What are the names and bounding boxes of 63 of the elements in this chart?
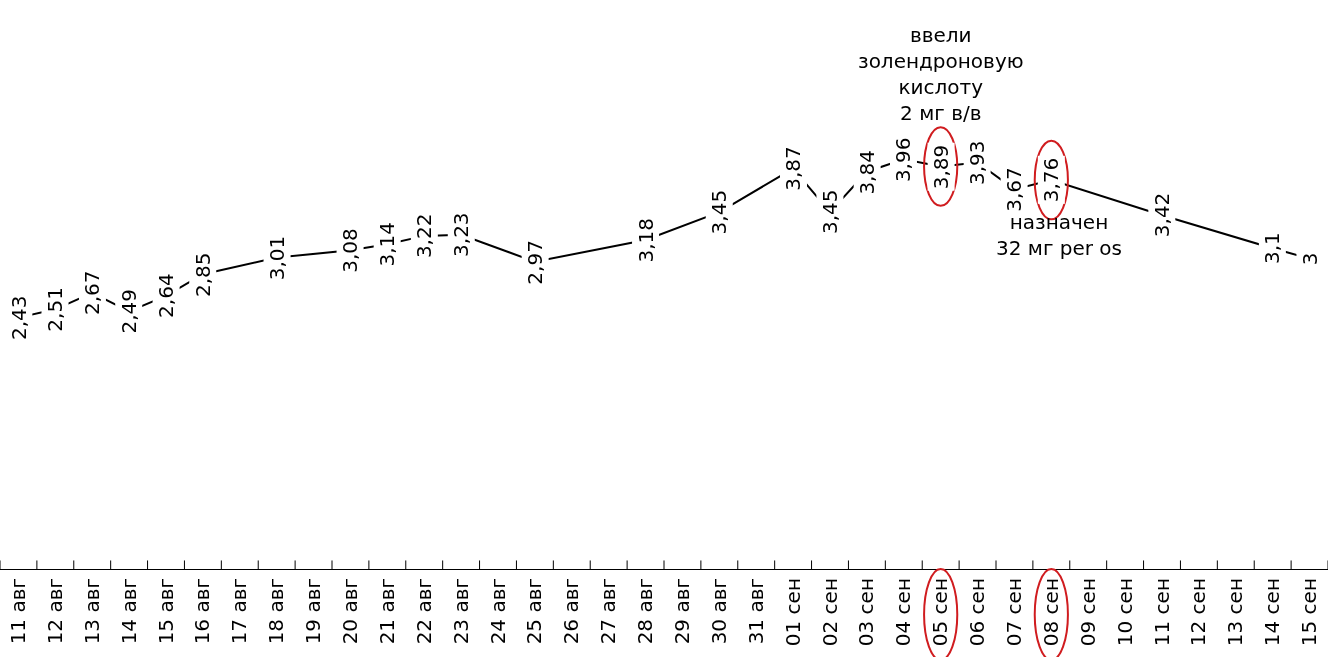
x-tick-label: 15 авг: [153, 578, 178, 645]
x-tick-label: 16 авг: [190, 578, 215, 645]
data-label: 3,87: [781, 146, 806, 191]
x-tick-label: 25 авг: [522, 578, 547, 645]
annotation: ввели золендроновую кислоту 2 мг в/в: [858, 23, 1024, 125]
data-label: 2,51: [43, 287, 67, 332]
data-label: 3,67: [1002, 167, 1027, 212]
x-tick-label: 10 сен: [1112, 578, 1137, 647]
x-tick-label: 22 авг: [411, 578, 436, 645]
x-tick-label: 18 авг: [264, 578, 289, 645]
data-label: 2,49: [116, 288, 141, 334]
x-tick-label: 03 сен: [854, 578, 879, 647]
data-label: 3,22: [412, 213, 437, 259]
x-tick-label: 27 авг: [596, 578, 621, 645]
x-tick-label: 14 авг: [116, 578, 141, 645]
x-tick-label: 24 авг: [485, 578, 510, 645]
data-label: 2,97: [523, 240, 548, 285]
x-tick-label: 09 сен: [1075, 578, 1100, 647]
x-tick-label: 30 авг: [706, 578, 731, 645]
data-label: 3,08: [338, 228, 363, 273]
data-label: 3,76: [1039, 157, 1064, 203]
x-tick-label: 02 сен: [817, 578, 842, 647]
x-tick-label: 23 авг: [448, 578, 473, 645]
data-label: 3: [1297, 252, 1322, 266]
x-tick-label: 07 сен: [1001, 578, 1026, 647]
data-label: 3,45: [707, 189, 732, 235]
data-label: 2,43: [6, 295, 31, 341]
x-tick-label: 05 сен: [928, 578, 953, 647]
data-label: 3,93: [965, 140, 990, 185]
data-label: 3,89: [929, 144, 954, 190]
data-label: 3,45: [817, 189, 842, 235]
x-tick-label: 08 сен: [1038, 578, 1063, 647]
data-label: 3,1: [1260, 232, 1285, 264]
x-tick-label: 28 авг: [633, 578, 658, 645]
data-label: 3,01: [265, 235, 290, 281]
x-tick-label: 29 авг: [669, 578, 694, 645]
annotation: назначен 32 мг per os: [996, 210, 1122, 260]
x-tick-label: 01 сен: [780, 578, 805, 647]
data-label: 3,14: [375, 221, 400, 267]
data-label: 2,64: [154, 273, 179, 318]
data-label: 3,18: [633, 218, 658, 263]
x-tick-label: 12 сен: [1186, 578, 1211, 647]
x-tick-label: 14 сен: [1260, 578, 1285, 647]
x-tick-label: 12 авг: [42, 578, 67, 645]
x-tick-label: 13 авг: [79, 578, 104, 645]
x-tick-label: 11 сен: [1149, 578, 1174, 647]
data-label: 3,96: [891, 137, 916, 183]
x-tick-label: 31 авг: [743, 578, 768, 645]
x-tick-label: 17 авг: [227, 578, 252, 645]
x-tick-label: 21 авг: [374, 578, 399, 645]
x-tick-label: 13 сен: [1223, 578, 1248, 647]
data-label: 2,85: [190, 252, 215, 298]
x-tick-label: 26 авг: [559, 578, 584, 645]
x-tick-label: 06 сен: [965, 578, 990, 647]
data-label: 3,42: [1149, 192, 1174, 238]
x-tick-label: 15 сен: [1297, 578, 1322, 647]
data-label: 3,23: [449, 212, 474, 257]
x-tick-label: 11 авг: [5, 578, 30, 645]
data-label: 3,84: [855, 150, 880, 195]
data-label: 2,67: [80, 270, 105, 315]
x-tick-label: 19 авг: [301, 578, 326, 645]
x-tick-label: 04 сен: [891, 578, 916, 647]
x-tick-label: 20 авг: [337, 578, 362, 645]
